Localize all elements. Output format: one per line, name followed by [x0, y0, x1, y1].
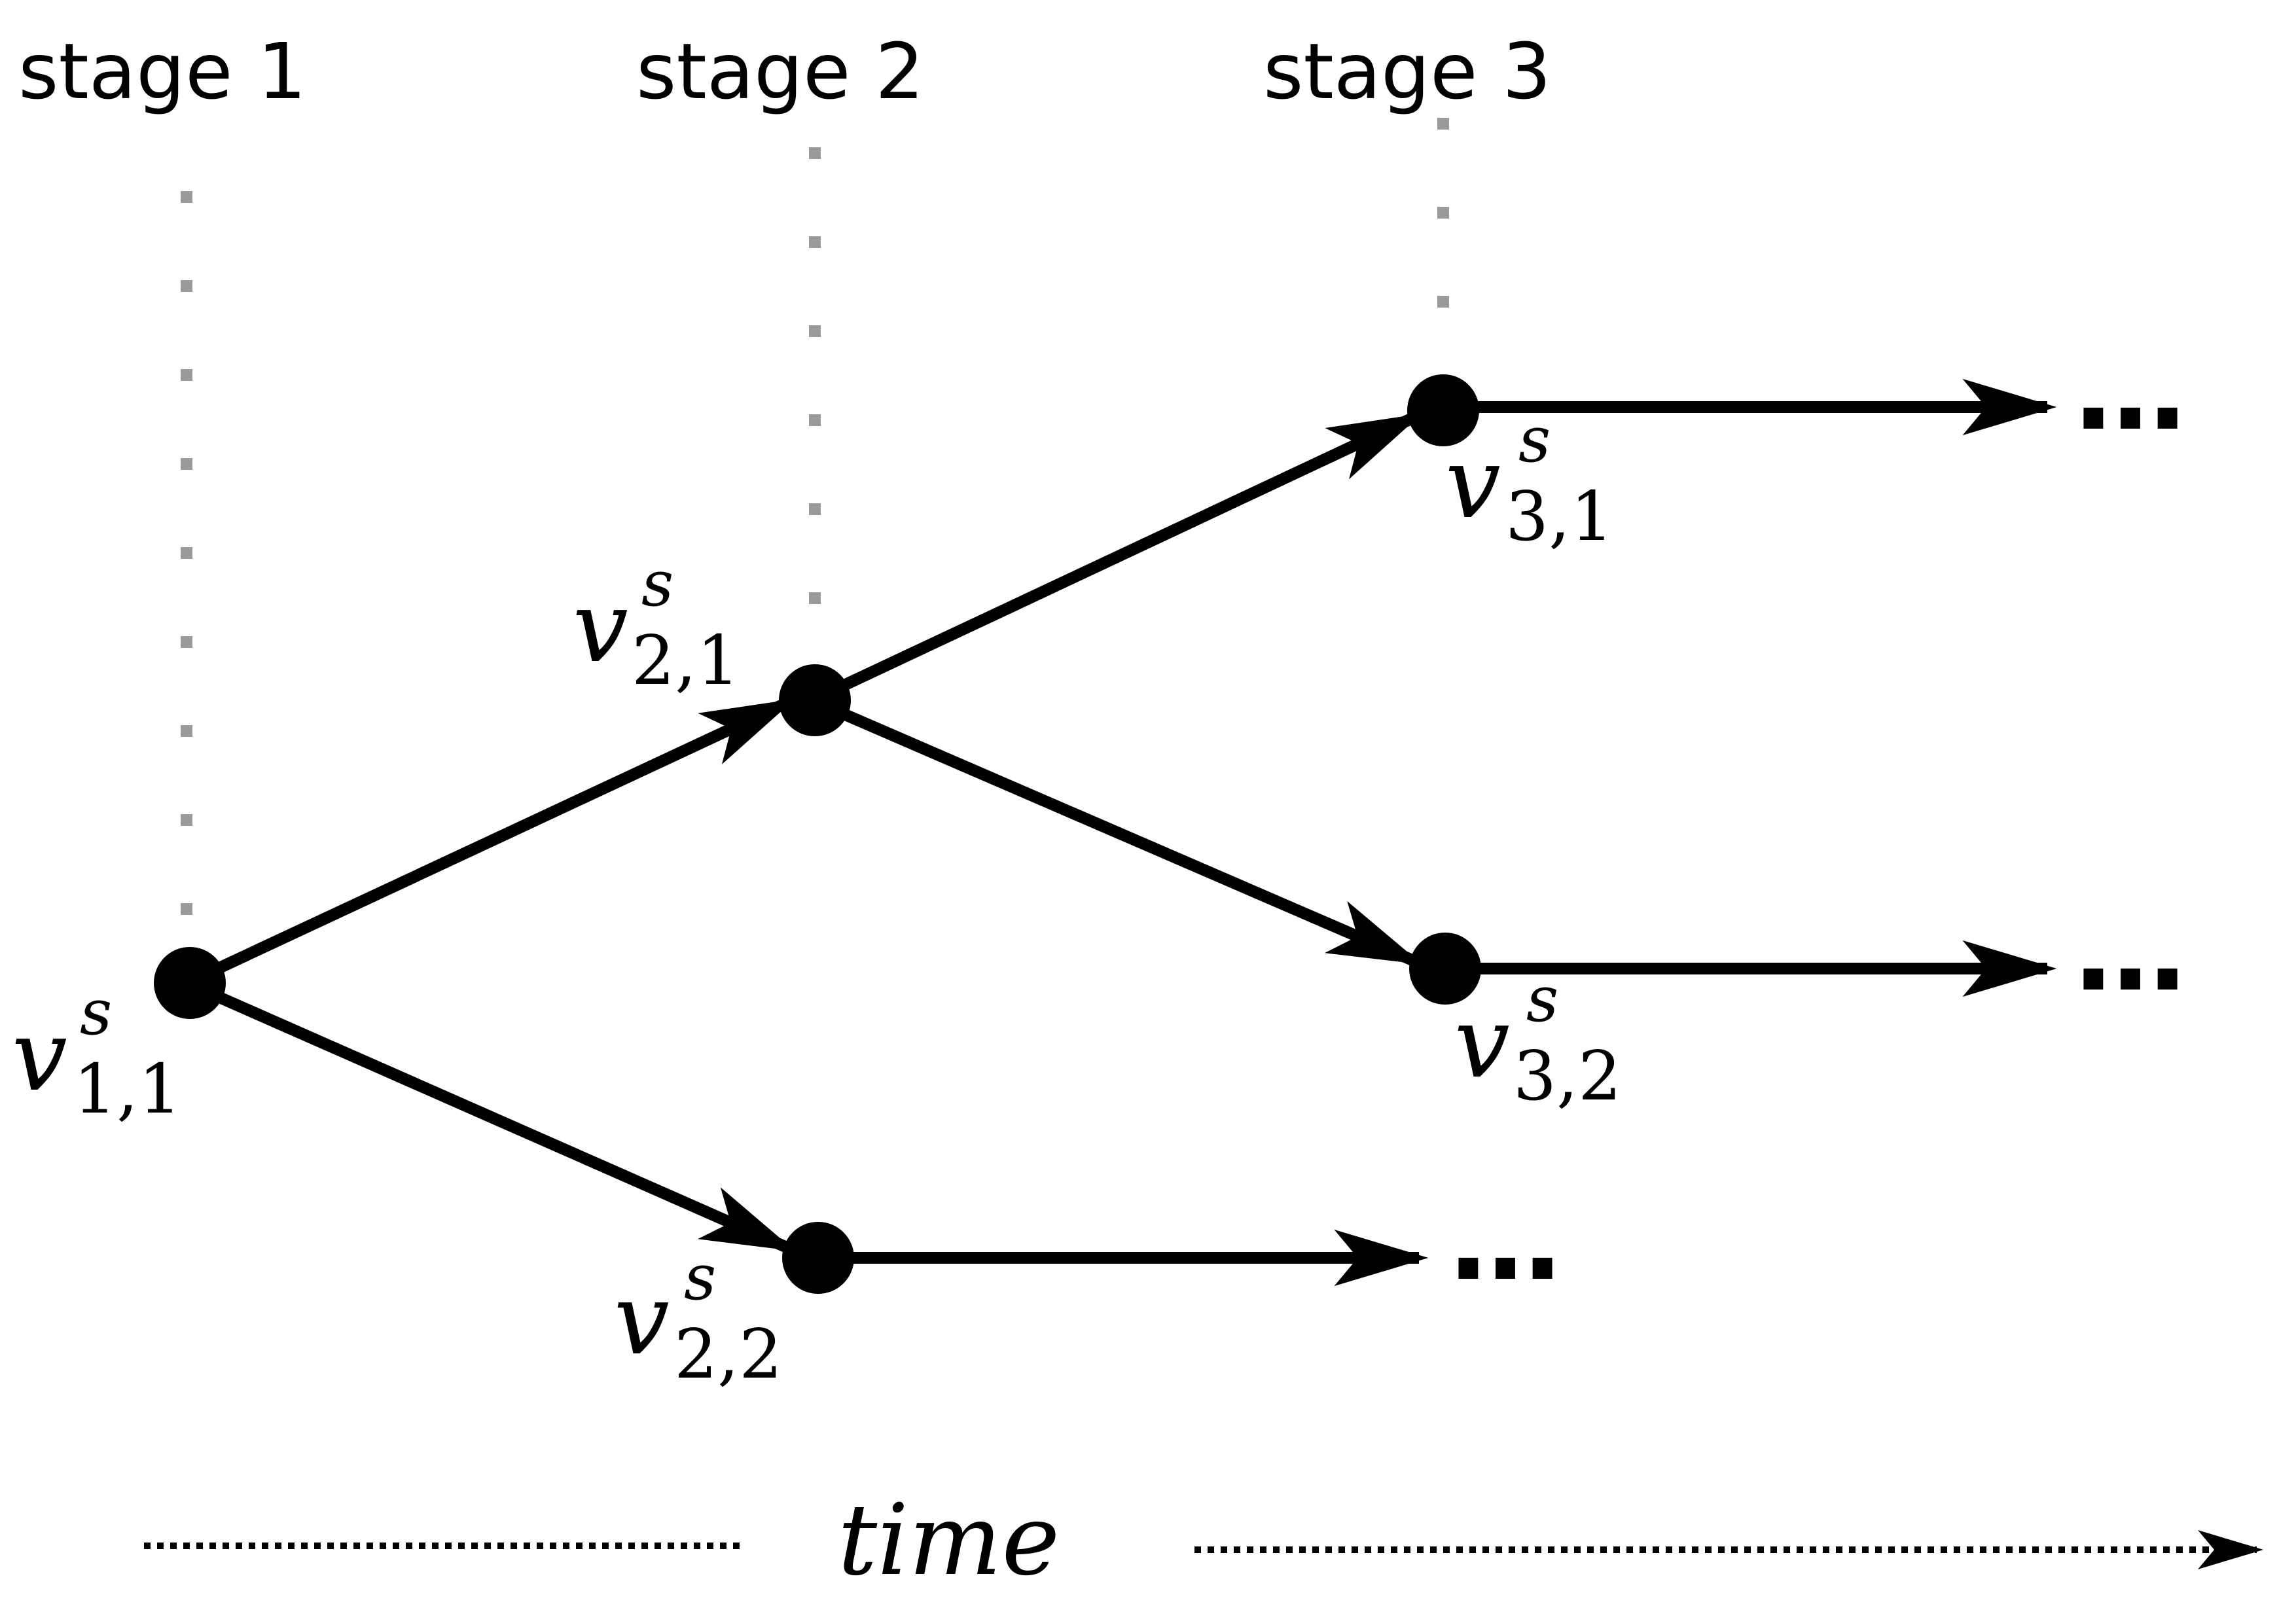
stage-2-label: stage 2	[636, 26, 924, 116]
node-label-v32-superscript: s	[1526, 963, 1558, 1036]
node-label-v22-subscript: 2,2	[674, 1314, 782, 1394]
node-label-v22-symbol: v	[614, 1263, 670, 1377]
node-v31	[1407, 374, 1479, 446]
node-label-v21-superscript: s	[641, 547, 673, 620]
node-label-v31-superscript: s	[1518, 403, 1551, 476]
node-label-v31-subscript: 3,1	[1505, 476, 1613, 556]
node-label-v22: v s 2,2	[614, 1241, 782, 1394]
node-v11	[154, 947, 226, 1019]
time-axis-label: time	[838, 1484, 1060, 1597]
node-label-v21: v s 2,1	[573, 547, 740, 700]
node-label-v11-symbol: v	[12, 999, 67, 1113]
node-label-v21-subscript: 2,1	[632, 620, 740, 700]
stage-3-label: stage 3	[1263, 26, 1551, 116]
edge-v11-v21	[187, 697, 796, 988]
stage-1-label: stage 1	[18, 26, 306, 116]
node-label-v32-symbol: v	[1454, 986, 1510, 1100]
edge-v21-v31	[812, 412, 1423, 705]
node-label-v21-symbol: v	[573, 571, 628, 685]
edge-v21-v32	[812, 696, 1423, 967]
node-v21	[779, 664, 851, 736]
node-label-v11-superscript: s	[80, 976, 112, 1049]
node-label-v22-superscript: s	[684, 1241, 716, 1314]
continuation-ellipsis-v31: …	[2075, 326, 2186, 455]
node-label-v31-symbol: v	[1445, 427, 1501, 541]
edge-v11-v22	[187, 978, 796, 1253]
node-label-v11: v s 1,1	[12, 976, 181, 1129]
node-label-v32-subscript: 3,2	[1513, 1036, 1621, 1116]
continuation-ellipsis-v32: …	[2075, 887, 2186, 1016]
node-label-v32: v s 3,2	[1454, 963, 1621, 1116]
node-label-v31: v s 3,1	[1445, 403, 1613, 556]
node-v32	[1409, 933, 1481, 1005]
node-label-v11-subscript: 1,1	[73, 1049, 181, 1129]
continuation-ellipsis-v22: …	[1450, 1176, 1561, 1306]
node-v22	[782, 1222, 854, 1294]
